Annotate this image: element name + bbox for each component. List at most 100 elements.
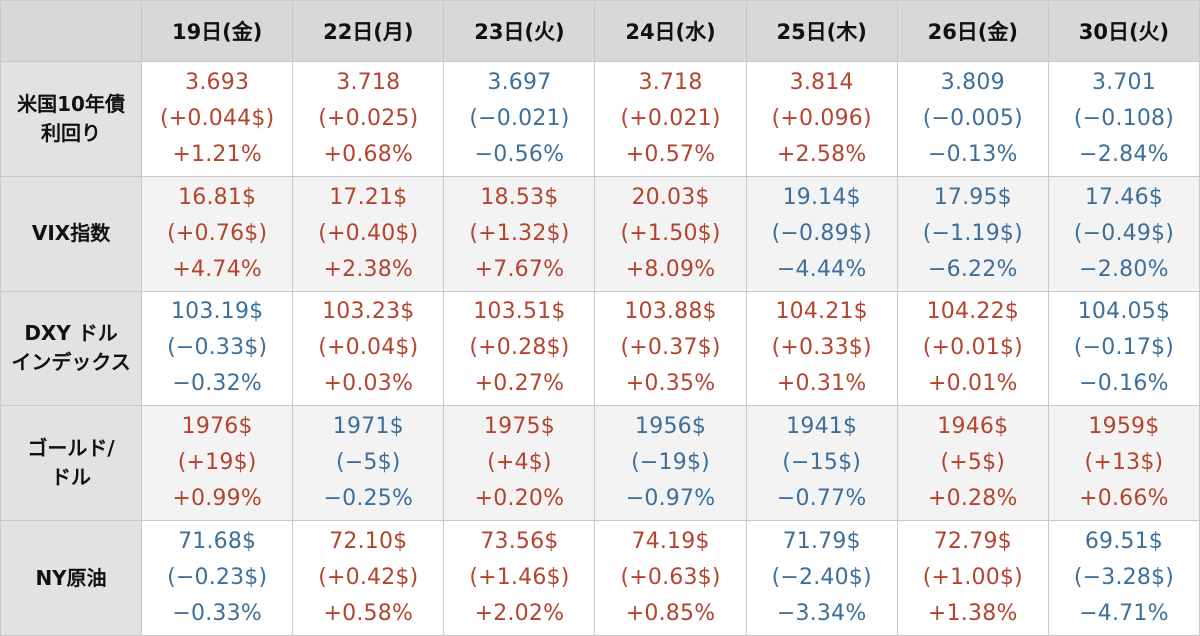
cell-percent: +0.57% (625, 141, 716, 167)
cell-value: 1971$ (332, 414, 404, 440)
cell-change: (−0.108) (1073, 105, 1175, 131)
value-cell: 103.23$ (+0.04$) +0.03% (292, 290, 445, 407)
value-cell: 3.814 (+0.096) +2.58% (745, 61, 898, 177)
cell-value: 72.79$ (933, 529, 1012, 555)
row-label: VIX指数 (0, 175, 143, 292)
value-cell: 19.14$ (−0.89$) −4.44% (745, 175, 898, 292)
cell-value: 104.22$ (926, 299, 1019, 325)
value-cell: 17.21$ (+0.40$) +2.38% (292, 175, 445, 292)
value-cell: 1976$ (+19$) +0.99% (141, 405, 294, 522)
cell-value: 103.19$ (170, 299, 264, 325)
cell-value: 3.693 (185, 69, 250, 95)
cell-value: 103.88$ (624, 299, 717, 325)
cell-percent: −0.13% (928, 141, 1018, 167)
header-day: 23日(火) (443, 0, 596, 62)
table-row: 米国10年債 利回り 3.693 (+0.044$) +1.21% 3.718 (+0.02… (0, 61, 1200, 177)
cell-percent: −0.77% (776, 486, 867, 512)
cell-change: (+1.46$) (469, 565, 570, 591)
cell-change: (−3.28$) (1073, 565, 1175, 591)
cell-percent: +0.03% (323, 371, 414, 397)
cell-change: (+0.021) (620, 105, 721, 131)
header-day: 30日(火) (1047, 0, 1200, 62)
value-cell: 1971$ (−5$) −0.25% (292, 405, 445, 522)
cell-value: 1975$ (483, 414, 555, 440)
cell-percent: −0.33% (172, 601, 262, 627)
cell-value: 20.03$ (631, 184, 710, 210)
row-label-line: DXY ドル (24, 321, 118, 346)
cell-value: 1941$ (786, 414, 858, 440)
value-cell: 3.697 (−0.021) −0.56% (443, 61, 596, 177)
row-label-line: VIX指数 (31, 221, 111, 246)
cell-value: 1959$ (1088, 414, 1160, 440)
cell-percent: +7.67% (474, 256, 565, 282)
header-day: 24日(水) (594, 0, 747, 62)
cell-value: 1956$ (635, 414, 707, 440)
cell-value: 103.23$ (322, 299, 415, 325)
value-cell: 104.22$ (+0.01$) +0.01% (896, 290, 1049, 407)
cell-change: (+0.37$) (620, 335, 721, 361)
table-row: VIX指数 16.81$ (+0.76$) +4.74% 17.21$ (+0.40$) +… (0, 175, 1200, 292)
value-cell: 3.718 (+0.021) +0.57% (594, 61, 747, 177)
cell-value: 103.51$ (473, 299, 566, 325)
row-label: NY原油 (0, 520, 143, 636)
cell-change: (+0.28$) (469, 335, 570, 361)
value-cell: 1956$ (−19$) −0.97% (594, 405, 747, 522)
cell-percent: +0.68% (323, 141, 414, 167)
cell-change: (+5$) (940, 450, 1006, 476)
cell-change: (−0.021) (469, 105, 570, 131)
cell-change: (+0.01$) (922, 335, 1023, 361)
cell-value: 18.53$ (480, 184, 559, 210)
cell-value: 3.718 (638, 69, 703, 95)
value-cell: 3.701 (−0.108) −2.84% (1047, 61, 1200, 177)
cell-percent: +0.27% (474, 371, 565, 397)
cell-change: (+0.63$) (620, 565, 721, 591)
cell-value: 3.718 (336, 69, 401, 95)
cell-percent: −4.44% (776, 256, 867, 282)
cell-percent: +4.74% (172, 256, 262, 282)
cell-change: (+0.025) (318, 105, 419, 131)
cell-percent: +8.09% (625, 256, 716, 282)
header-row: 19日(金) 22日(月) 23日(火) 24日(水) 25日(木) 26日(金… (0, 0, 1200, 62)
value-cell: 71.79$ (−2.40$) −3.34% (745, 520, 898, 636)
value-cell: 103.88$ (+0.37$) +0.35% (594, 290, 747, 407)
cell-value: 71.68$ (178, 529, 257, 555)
cell-percent: −0.32% (172, 371, 262, 397)
cell-value: 69.51$ (1084, 529, 1164, 555)
cell-change: (−0.49$) (1073, 220, 1175, 246)
cell-percent: +1.21% (172, 141, 262, 167)
cell-percent: −0.56% (474, 141, 565, 167)
cell-change: (+0.044$) (159, 105, 275, 131)
value-cell: 103.51$ (+0.28$) +0.27% (443, 290, 596, 407)
value-cell: 17.46$ (−0.49$) −2.80% (1047, 175, 1200, 292)
value-cell: 17.95$ (−1.19$) −6.22% (896, 175, 1049, 292)
cell-percent: +0.99% (172, 486, 262, 512)
table-row: DXY ドル インデックス 103.19$ (−0.33$) −0.32% 103.23$… (0, 290, 1200, 407)
row-label-line: 米国10年債 (17, 91, 125, 116)
cell-percent: −2.80% (1079, 256, 1169, 282)
value-cell: 3.693 (+0.044$) +1.21% (141, 61, 294, 177)
value-cell: 3.718 (+0.025) +0.68% (292, 61, 445, 177)
row-label: 米国10年債 利回り (0, 61, 143, 177)
header-corner-cell (0, 0, 143, 62)
value-cell: 16.81$ (+0.76$) +4.74% (141, 175, 294, 292)
cell-percent: −0.25% (323, 486, 414, 512)
value-cell: 20.03$ (+1.50$) +8.09% (594, 175, 747, 292)
cell-change: (+1.00$) (922, 565, 1023, 591)
cell-percent: +0.20% (474, 486, 565, 512)
value-cell: 18.53$ (+1.32$) +7.67% (443, 175, 596, 292)
value-cell: 72.79$ (+1.00$) +1.38% (896, 520, 1049, 636)
value-cell: 71.68$ (−0.23$) −0.33% (141, 520, 294, 636)
row-label-line: ゴールド/ (27, 436, 115, 461)
cell-percent: −2.84% (1079, 141, 1169, 167)
cell-change: (+0.096) (771, 105, 872, 131)
cell-percent: +0.85% (625, 601, 716, 627)
cell-value: 17.21$ (329, 184, 408, 210)
header-day: 22日(月) (292, 0, 445, 62)
cell-percent: −0.97% (625, 486, 716, 512)
cell-percent: +0.66% (1079, 486, 1169, 512)
cell-change: (+19$) (177, 450, 257, 476)
cell-percent: +0.28% (928, 486, 1018, 512)
value-cell: 1941$ (−15$) −0.77% (745, 405, 898, 522)
cell-value: 17.95$ (933, 184, 1012, 210)
cell-change: (+13$) (1084, 450, 1164, 476)
